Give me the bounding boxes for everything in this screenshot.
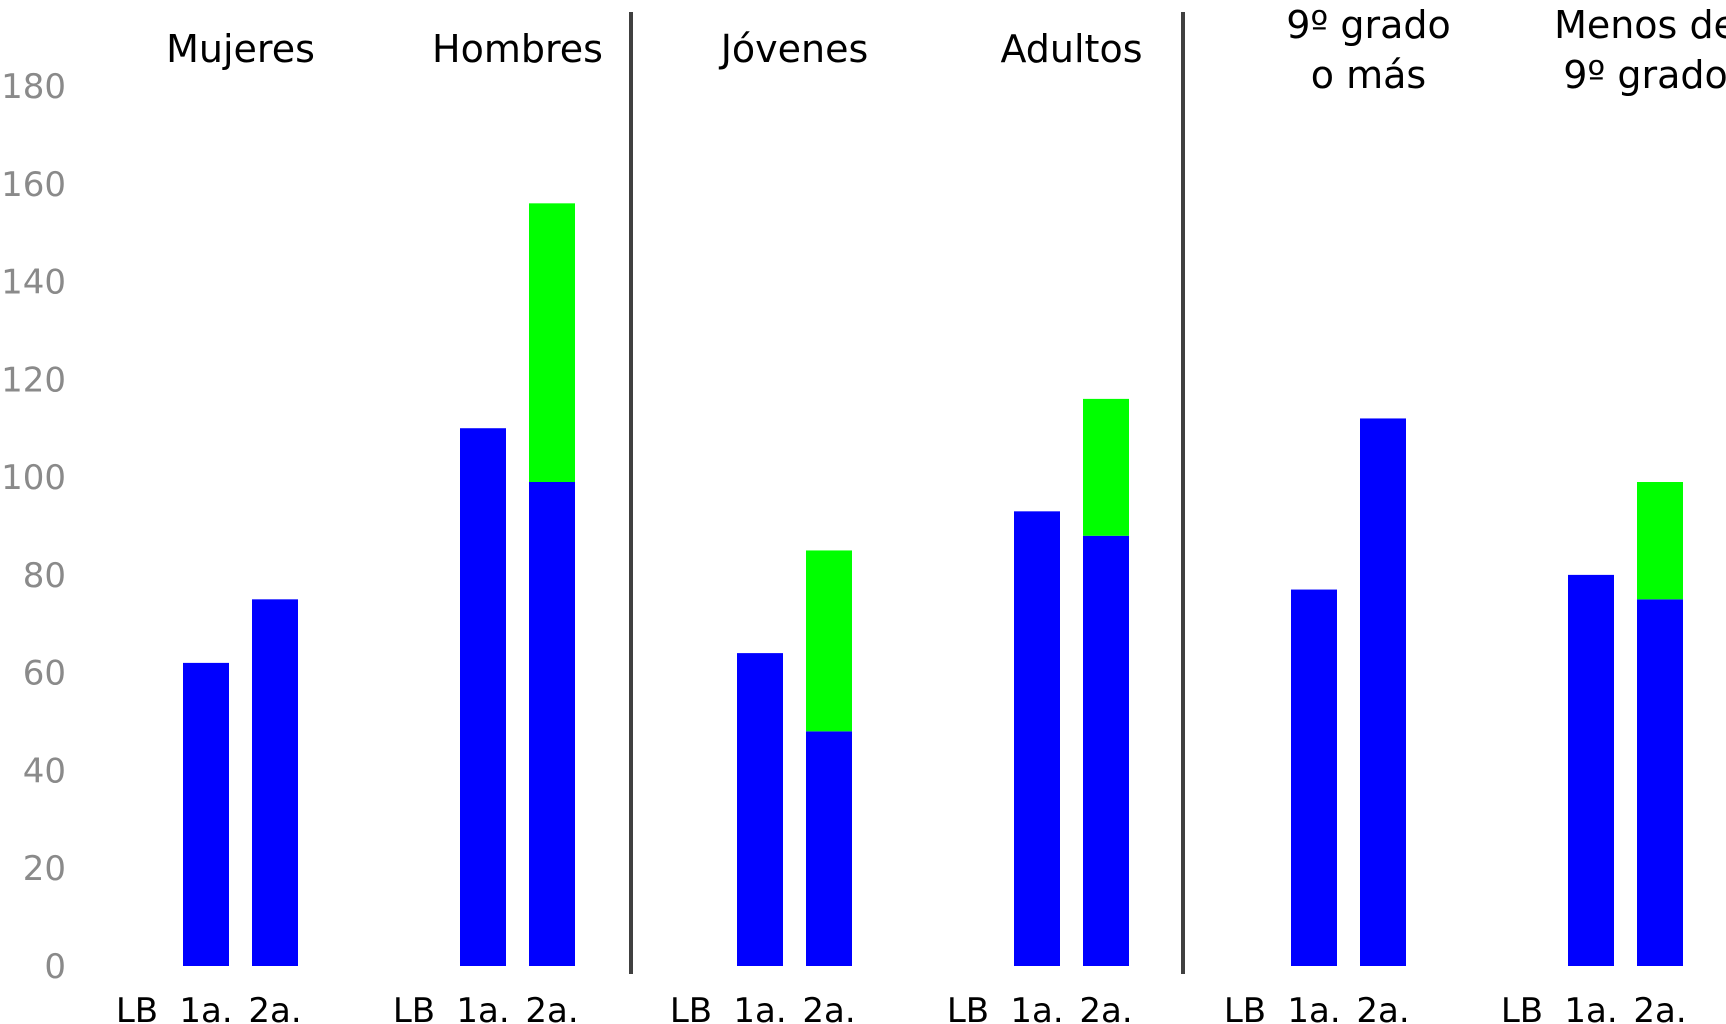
separators bbox=[629, 12, 1185, 974]
x-tick-label: 1a. bbox=[456, 991, 509, 1024]
group-label: Adultos bbox=[1000, 27, 1142, 71]
bar-segment-blue bbox=[806, 731, 852, 966]
x-tick-label: 2a. bbox=[1356, 991, 1409, 1024]
bar-segment-blue bbox=[529, 482, 575, 966]
bar-segment-blue bbox=[1568, 574, 1614, 966]
x-tick-label: LB bbox=[116, 991, 158, 1024]
bar-segment-green bbox=[1083, 398, 1129, 536]
y-tick-label: 60 bbox=[23, 654, 66, 694]
bars bbox=[183, 203, 1683, 966]
bar-segment-blue bbox=[1083, 535, 1129, 966]
bar-segment-blue bbox=[1291, 589, 1337, 966]
bar-segment-green bbox=[1637, 482, 1683, 600]
group-label: Mujeres bbox=[166, 27, 315, 71]
bar-segment-green bbox=[529, 203, 575, 483]
group-label: 9º grado bbox=[1286, 3, 1451, 47]
bar-segment-blue bbox=[460, 428, 506, 966]
x-tick-label: 1a. bbox=[1010, 991, 1063, 1024]
x-tick-label: LB bbox=[1224, 991, 1266, 1024]
group-label: o más bbox=[1311, 53, 1426, 97]
bar-segment-blue bbox=[737, 653, 783, 966]
y-tick-label: 100 bbox=[1, 458, 66, 498]
group-label: 9º grado bbox=[1563, 53, 1726, 97]
x-tick-label: 2a. bbox=[1079, 991, 1132, 1024]
y-tick-label: 80 bbox=[23, 556, 66, 596]
bar-segment-blue bbox=[1360, 418, 1406, 966]
bar-segment-blue bbox=[1014, 511, 1060, 966]
y-tick-label: 20 bbox=[23, 849, 66, 889]
y-tick-label: 120 bbox=[1, 360, 66, 400]
bar-segment-blue bbox=[1637, 599, 1683, 966]
y-tick-label: 140 bbox=[1, 263, 66, 303]
x-tick-label: LB bbox=[1501, 991, 1543, 1024]
bar-segment-blue bbox=[252, 599, 298, 966]
y-tick-label: 160 bbox=[1, 165, 66, 205]
x-tick-label: 1a. bbox=[733, 991, 786, 1024]
bar-segment-blue bbox=[183, 662, 229, 966]
group-labels: Mujeres Hombres Jóvenes Adultos 9º grado o má… bbox=[166, 3, 1726, 97]
x-tick-label: LB bbox=[670, 991, 712, 1024]
bar-segment-green bbox=[806, 550, 852, 732]
y-tick-label: 180 bbox=[1, 67, 66, 107]
group-label: Menos de bbox=[1554, 3, 1726, 47]
x-tick-label: 2a. bbox=[802, 991, 855, 1024]
x-tick-label: LB bbox=[393, 991, 435, 1024]
x-tick-label: 2a. bbox=[248, 991, 301, 1024]
x-axis: LB 1a. 2a. LB 1a. 2a. LB 1a. 2a. LB 1a. 2a. LB 1a. 2a.… bbox=[116, 991, 1687, 1024]
group-label: Hombres bbox=[432, 27, 603, 71]
y-tick-label: 0 bbox=[44, 947, 66, 987]
x-tick-label: LB bbox=[947, 991, 989, 1024]
x-tick-label: 2a. bbox=[525, 991, 578, 1024]
y-tick-label: 40 bbox=[23, 751, 66, 791]
y-axis: 0 20 40 60 80 100 120 140 160 180 bbox=[1, 67, 66, 987]
x-tick-label: 1a. bbox=[179, 991, 232, 1024]
x-tick-label: 2a. bbox=[1633, 991, 1686, 1024]
x-tick-label: 1a. bbox=[1287, 991, 1340, 1024]
group-label: Jóvenes bbox=[719, 27, 869, 71]
x-tick-label: 1a. bbox=[1564, 991, 1617, 1024]
